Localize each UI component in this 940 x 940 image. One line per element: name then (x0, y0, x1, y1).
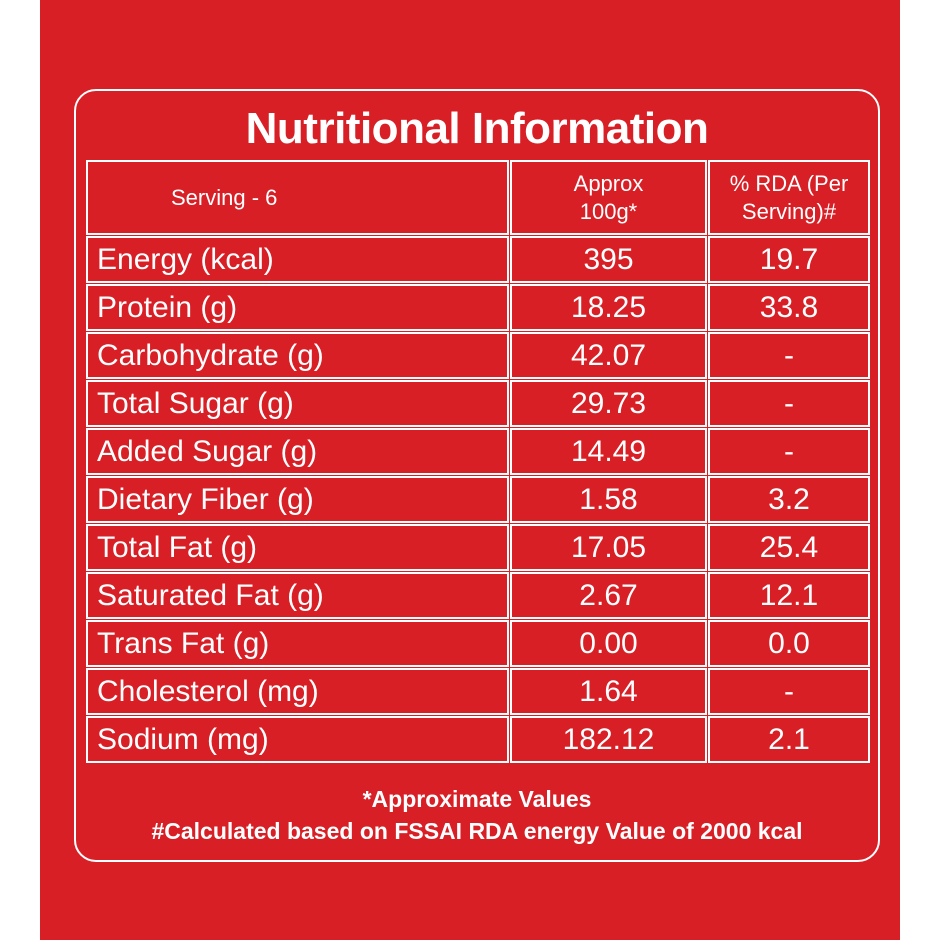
header-rda: % RDA (Per Serving)# (708, 160, 870, 235)
nutrition-card (74, 89, 880, 862)
nutrient-cell: Sodium (mg) (86, 716, 509, 763)
table-header-row: Serving - 6 Approx 100g* % RDA (Per Serv… (86, 160, 870, 235)
approx-value-cell: 182.12 (510, 716, 707, 763)
approx-value-cell: 14.49 (510, 428, 707, 475)
nutrient-cell: Saturated Fat (g) (86, 572, 509, 619)
rda-value-cell: 0.0 (708, 620, 870, 667)
rda-value-cell: - (708, 668, 870, 715)
nutrient-cell: Carbohydrate (g) (86, 332, 509, 379)
rda-value-cell: 33.8 (708, 284, 870, 331)
footer-rda-note: #Calculated based on FSSAI RDA energy Va… (151, 818, 803, 844)
table-row: Energy (kcal) 395 19.7 (86, 236, 870, 283)
table-row: Added Sugar (g) 14.49- (86, 428, 870, 475)
table-row: Trans Fat (g) 0.00 0.0 (86, 620, 870, 667)
header-approx-text: Approx 100g* (573, 170, 644, 224)
table-row: Dietary Fiber (g) 1.58 3.2 (86, 476, 870, 523)
table-row: Carbohydrate (g) 42.07- (86, 332, 870, 379)
rda-value-cell: - (708, 428, 870, 475)
nutrient-cell: Energy (kcal) (86, 236, 509, 283)
approx-value-cell: 395 (510, 236, 707, 283)
table-row: Total Sugar (g) 29.73- (86, 380, 870, 427)
rda-value-cell: - (708, 332, 870, 379)
header-serving: Serving - 6 (86, 160, 509, 235)
rda-value-cell: 25.4 (708, 524, 870, 571)
nutrient-cell: Cholesterol (mg) (86, 668, 509, 715)
nutrient-cell: Protein (g) (86, 284, 509, 331)
nutrition-table: Serving - 6 Approx 100g* % RDA (Per Serv… (86, 160, 870, 765)
approx-value-cell: 2.67 (510, 572, 707, 619)
nutrient-cell: Added Sugar (g) (86, 428, 509, 475)
rda-value-cell: 19.7 (708, 236, 870, 283)
approx-value-cell: 0.00 (510, 620, 707, 667)
header-rda-text: % RDA (Per Serving)# (729, 170, 849, 224)
footer-notes: *Approximate Values #Calculated based on… (74, 783, 880, 847)
rda-value-cell: 2.1 (708, 716, 870, 763)
approx-value-cell: 42.07 (510, 332, 707, 379)
approx-value-cell: 29.73 (510, 380, 707, 427)
header-approx: Approx 100g* (510, 160, 707, 235)
nutrient-cell: Trans Fat (g) (86, 620, 509, 667)
approx-value-cell: 1.64 (510, 668, 707, 715)
nutrient-cell: Total Sugar (g) (86, 380, 509, 427)
table-row: Cholesterol (mg) 1.64- (86, 668, 870, 715)
nutrient-cell: Dietary Fiber (g) (86, 476, 509, 523)
approx-value-cell: 18.25 (510, 284, 707, 331)
nutrient-cell: Total Fat (g) (86, 524, 509, 571)
table-title: Nutritional Information (245, 104, 709, 153)
table-row: Saturated Fat (g) 2.67 12.1 (86, 572, 870, 619)
table-row: Sodium (mg) 182.12 2.1 (86, 716, 870, 763)
rda-value-cell: - (708, 380, 870, 427)
footer-approx-note: *Approximate Values (362, 786, 592, 812)
rda-value-cell: 3.2 (708, 476, 870, 523)
rda-value-cell: 12.1 (708, 572, 870, 619)
approx-value-cell: 17.05 (510, 524, 707, 571)
approx-value-cell: 1.58 (510, 476, 707, 523)
table-row: Protein (g) 18.25 33.8 (86, 284, 870, 331)
table-row: Total Fat (g) 17.05 25.4 (86, 524, 870, 571)
